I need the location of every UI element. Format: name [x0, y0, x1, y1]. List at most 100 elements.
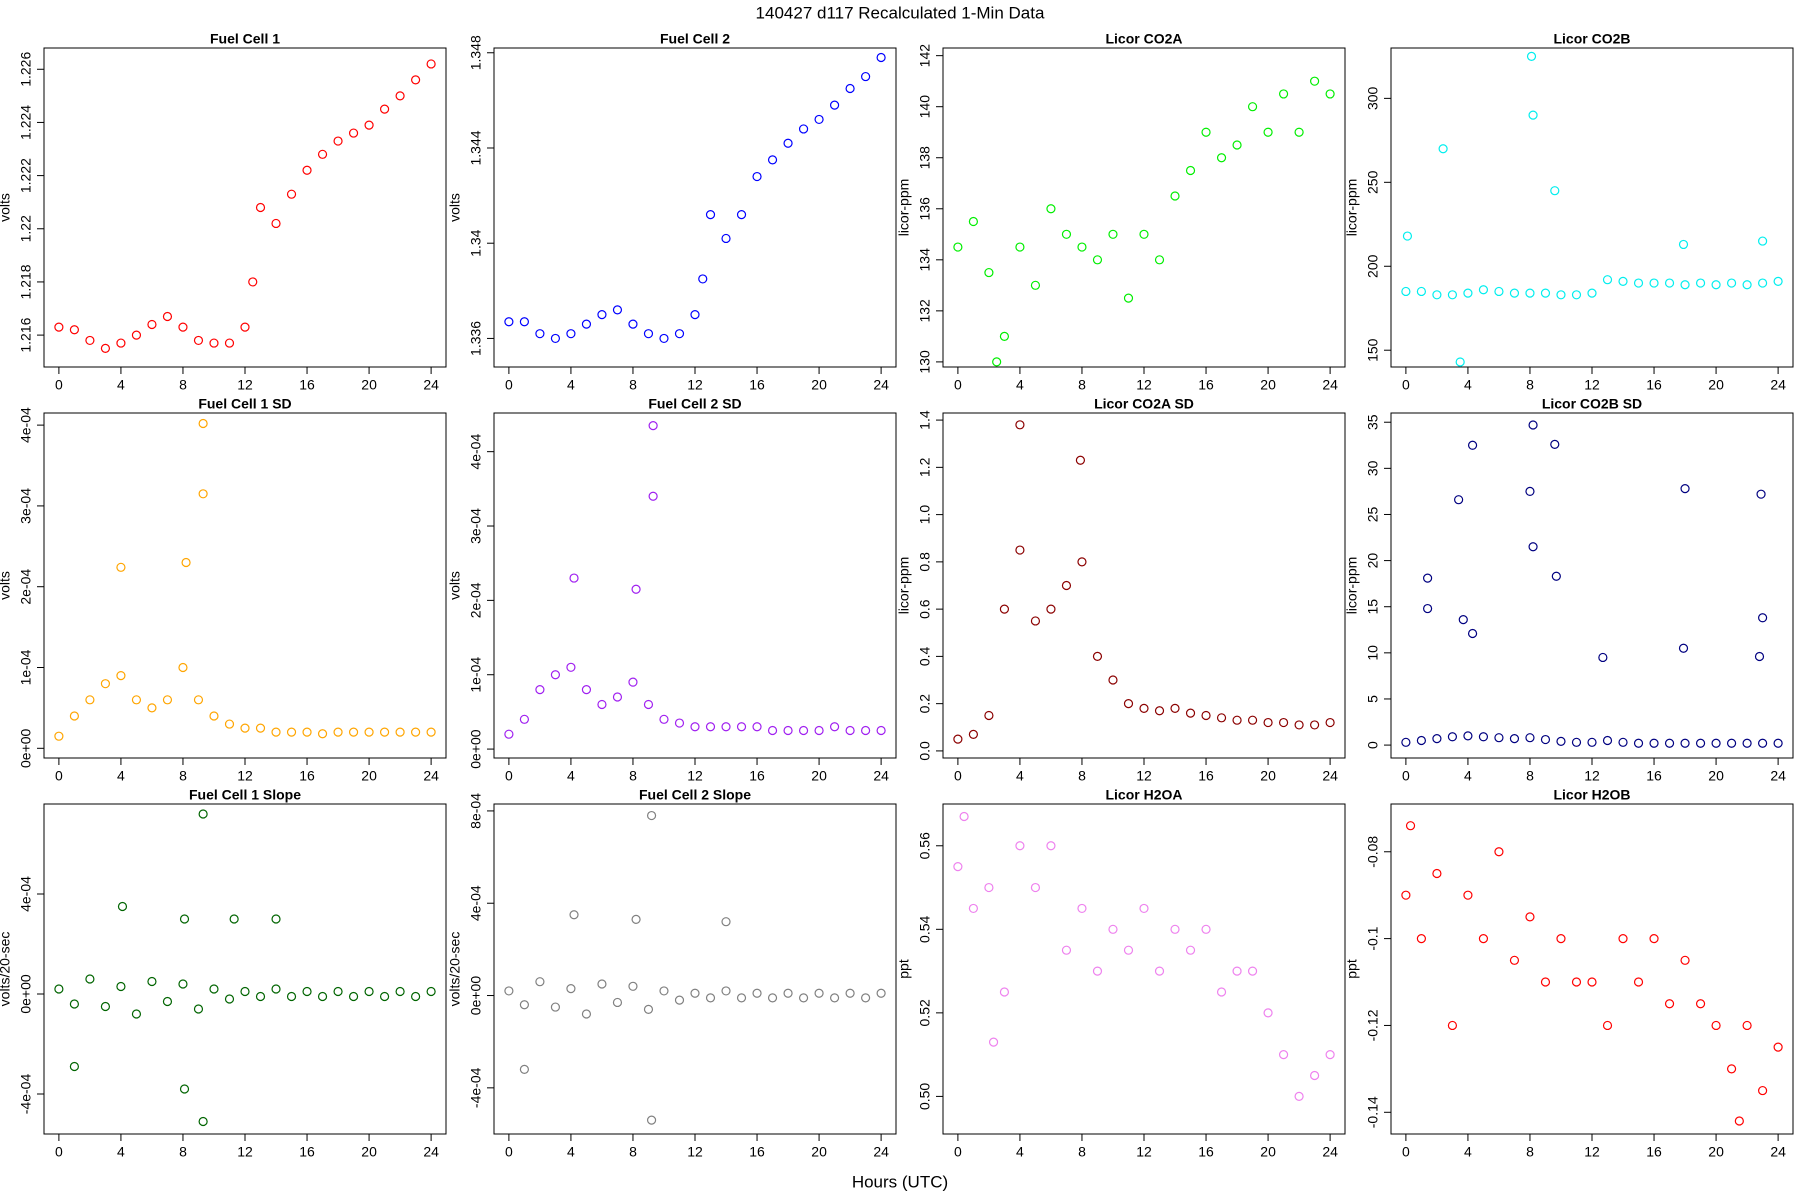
point: [1030, 882, 1041, 893]
x-tick-label: 20: [811, 377, 827, 393]
point: [1494, 286, 1504, 297]
point: [752, 171, 762, 182]
point: [736, 722, 747, 732]
x-tick-label: 20: [361, 1144, 377, 1160]
x-tick-label: 0: [954, 768, 962, 784]
point: [193, 335, 204, 346]
point: [566, 329, 576, 339]
point: [1416, 286, 1426, 297]
point: [646, 810, 657, 821]
point: [519, 1064, 529, 1074]
y-tick-label: 10: [1365, 645, 1381, 661]
point: [597, 979, 607, 989]
point: [1463, 288, 1473, 298]
x-tick-label: 4: [1016, 1144, 1024, 1160]
point: [348, 991, 359, 1002]
point: [286, 189, 297, 199]
y-tick-label: 1.0: [917, 505, 933, 525]
point: [181, 557, 191, 568]
point: [1678, 239, 1689, 250]
point: [829, 722, 840, 732]
y-tick-label: -4e-04: [18, 1074, 34, 1115]
point: [767, 993, 778, 1003]
point: [271, 218, 281, 229]
point: [659, 333, 669, 344]
point: [1447, 732, 1458, 742]
point: [224, 994, 235, 1004]
x-tick-label: 4: [117, 768, 125, 784]
plot-box: [493, 412, 897, 759]
x-tick-label: 20: [811, 1144, 827, 1160]
y-tick-label: 0e+00: [18, 728, 34, 768]
point: [1077, 242, 1087, 252]
point: [1633, 278, 1644, 288]
y-tick-label: 15: [1365, 599, 1381, 615]
y-tick-label: 3e-04: [18, 488, 34, 524]
point: [1046, 841, 1056, 851]
point: [721, 917, 731, 927]
y-axis-label: volts: [0, 193, 13, 222]
point: [1030, 280, 1041, 290]
x-tick-label: 12: [687, 768, 703, 784]
point: [876, 52, 886, 63]
point: [1540, 734, 1551, 745]
point: [1602, 735, 1613, 746]
point: [1587, 737, 1597, 747]
point: [690, 988, 700, 998]
figure-title: 140427 d117 Recalculated 1-Min Data: [756, 3, 1045, 22]
point: [798, 725, 809, 736]
point: [411, 727, 421, 737]
point: [861, 71, 871, 82]
point: [1618, 934, 1628, 944]
x-tick-label: 24: [423, 1144, 439, 1160]
point: [690, 722, 700, 732]
point: [968, 903, 978, 914]
x-tick-label: 8: [629, 768, 637, 784]
point: [302, 727, 312, 737]
point: [767, 155, 778, 165]
point: [1602, 275, 1613, 285]
point: [1695, 278, 1706, 288]
point: [179, 914, 190, 924]
panel-title: Fuel Cell 2 SD: [648, 396, 741, 412]
y-tick-label: 200: [1365, 254, 1381, 278]
y-axis-label: licor-ppm: [1344, 557, 1360, 615]
point: [117, 901, 128, 912]
point: [1232, 966, 1242, 976]
point: [1310, 720, 1320, 730]
point: [178, 322, 188, 332]
point: [845, 83, 855, 94]
point: [1556, 736, 1566, 746]
point: [364, 727, 374, 737]
point: [1092, 255, 1103, 265]
point: [1247, 715, 1258, 725]
point: [1325, 89, 1335, 99]
y-tick-label: 1e-04: [18, 649, 34, 685]
point: [198, 1116, 208, 1127]
point: [628, 319, 638, 329]
point: [1247, 102, 1258, 112]
x-tick-label: 12: [1584, 1144, 1600, 1160]
point: [1494, 733, 1504, 743]
x-tick-label: 8: [629, 377, 637, 393]
point: [286, 727, 297, 737]
y-tick-label: 132: [917, 299, 933, 323]
point: [999, 987, 1010, 997]
point: [648, 421, 658, 431]
plot-box: [942, 803, 1346, 1135]
point: [116, 338, 126, 348]
y-tick-label: 0.52: [917, 999, 933, 1026]
point: [147, 319, 157, 330]
point: [1154, 255, 1165, 265]
panel-title: Fuel Cell 1 Slope: [189, 787, 301, 803]
point: [1695, 738, 1706, 748]
point: [1598, 652, 1608, 663]
y-tick-label: 3e-04: [468, 508, 484, 544]
point: [1664, 278, 1675, 288]
y-axis-label: ppt: [896, 959, 912, 979]
point: [1154, 966, 1165, 976]
x-tick-label: 0: [505, 377, 513, 393]
point: [162, 311, 173, 322]
point: [1201, 127, 1211, 137]
point: [426, 727, 436, 737]
